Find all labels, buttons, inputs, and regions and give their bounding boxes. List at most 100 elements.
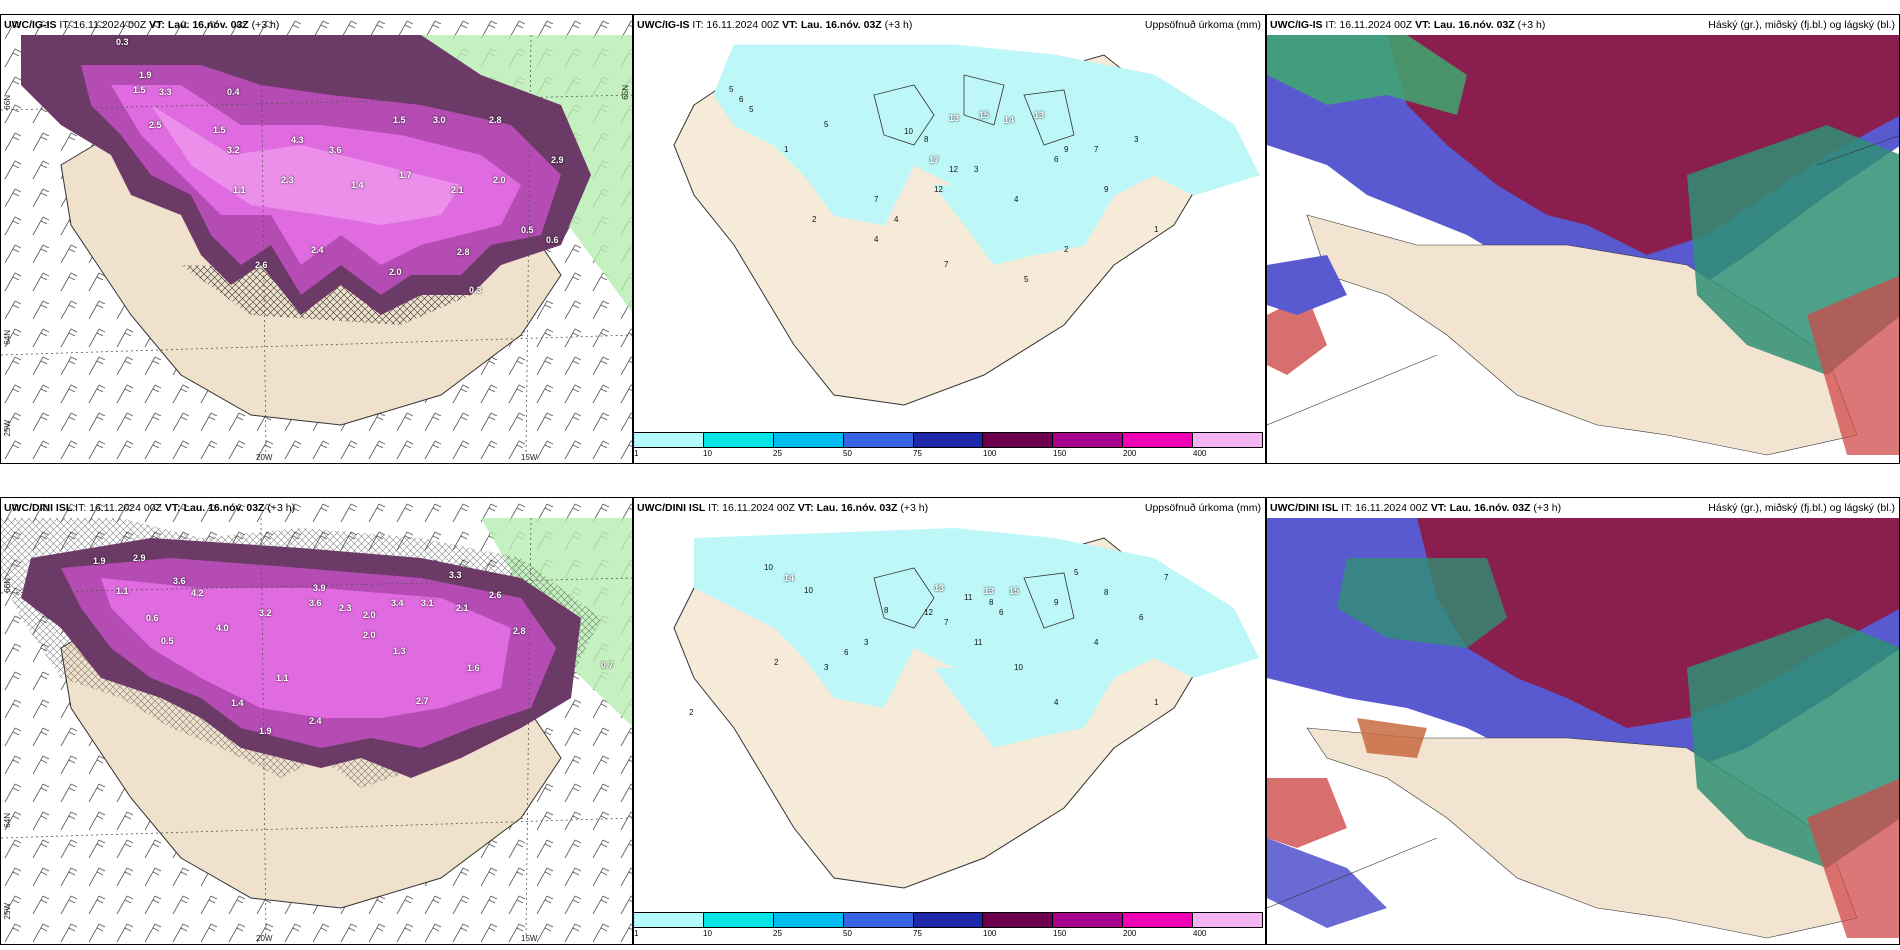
legend-tick: 50 [843,929,852,938]
panel-header: UWC/IG-IS IT: 16.11.2024 00Z VT: Lau. 16… [4,19,280,31]
panel-header: UWC/IG-IS IT: 16.11.2024 00Z VT: Lau. 16… [1270,19,1895,31]
precip-label: 0.3 [116,37,129,47]
legend-swatch [913,433,984,447]
precip-label: 2.3 [339,603,352,613]
precip-label: 6 [1054,155,1059,164]
legend-tick: 150 [1053,929,1067,938]
map-accum-precip [673,44,1260,406]
precip-label: 6 [999,608,1004,617]
lat-label-right: 65N [621,85,630,100]
lon-label: 15W [521,453,538,462]
legend-swatch [1053,433,1124,447]
precip-label: 14 [784,573,795,583]
legend-tick: 75 [913,929,922,938]
precip-label: 5 [729,85,734,94]
legend-tick: 200 [1123,449,1137,458]
precip-label: 5 [1024,275,1029,284]
precip-label: 6 [844,648,849,657]
legend-tick: 100 [983,449,997,458]
precip-label: 1.9 [139,70,152,80]
lon-label: 15W [521,934,538,943]
precip-label: 4 [894,215,899,224]
legend-swatch [703,913,774,927]
legend-tick: 1 [634,929,639,938]
precip-label: 2.6 [255,260,268,270]
precip-label: 1.9 [93,556,106,566]
map-clouds [1267,518,1899,944]
precip-label: 2.5 [149,120,162,130]
panel-header: UWC/DINI ISL IT: 16.11.2024 00Z VT: Lau.… [1270,502,1895,514]
precip-label: 12 [934,185,943,194]
lon-label: 20W [256,934,273,943]
precip-label: 0.6 [146,613,159,623]
precip-label: 1 [1154,698,1159,707]
precip-label: 1.1 [276,673,289,683]
legend-tick: 400 [1193,449,1207,458]
precip-label: 0.5 [521,225,534,235]
precip-label: 10 [1014,663,1023,672]
precip-label: 9 [1104,185,1109,194]
precip-label: 2 [812,215,817,224]
legend-tick: 150 [1053,449,1067,458]
precip-label: 2.0 [363,610,376,620]
precip-label: 3 [974,165,979,174]
precip-label: 1.9 [259,726,272,736]
precip-label: 10 [764,563,773,572]
precip-label: 0.4 [227,87,240,97]
legend-swatch [634,913,704,927]
map-clouds [1267,35,1899,463]
precip-label: 3.4 [391,598,404,608]
legend-swatch [773,433,844,447]
precip-label: 3.2 [259,608,272,618]
panel-top-left-precip-wind: UWC/IG-IS IT: 16.11.2024 00Z VT: Lau. 16… [0,14,633,464]
precip-label: 6 [1139,613,1144,622]
map-wind-precip [1,498,632,944]
precip-label: 4.2 [191,588,204,598]
legend-swatch [1123,433,1194,447]
precip-label: 9 [1064,145,1069,154]
precip-label: 5 [1074,568,1079,577]
precip-label: 15 [1009,586,1020,596]
legend-swatch [983,433,1054,447]
precip-label: 1.5 [393,115,406,125]
legend-tick: 200 [1123,929,1137,938]
precip-label: 1.4 [351,180,364,190]
legend-tick: 25 [773,929,782,938]
precip-label: 7 [944,618,949,627]
lat-label: 66N [3,578,12,593]
lat-label: 25W [3,903,12,920]
map-accum-precip [673,528,1259,889]
map-wind-precip [1,15,632,463]
legend-tick: 10 [703,929,712,938]
precip-label: 0.7 [601,660,614,670]
precip-label: 13 [949,113,960,123]
legend-swatch [773,913,844,927]
panel-bot-left-precip-wind: UWC/DINI ISL IT: 16.11.2024 00Z VT: Lau.… [0,497,633,945]
precip-label: 4 [874,235,879,244]
legend-color-bar [633,432,1263,448]
precip-label: 3.6 [309,598,322,608]
precip-label: 2.4 [309,716,322,726]
legend-tick: 75 [913,449,922,458]
precip-label: 3.6 [329,145,342,155]
legend-tick: 400 [1193,929,1207,938]
precip-label: 1.1 [116,586,129,596]
precip-label: 2.3 [281,175,294,185]
precip-label: 2.8 [513,626,526,636]
panel-top-right-clouds: UWC/IG-IS IT: 16.11.2024 00Z VT: Lau. 16… [1266,14,1900,464]
precip-label: 1.1 [233,185,246,195]
panel-header: UWC/IG-IS IT: 16.11.2024 00Z VT: Lau. 16… [637,19,1261,31]
precip-label: 2.1 [456,603,469,613]
precip-label: 0.3 [469,285,482,295]
panel-top-mid-accum-precip: UWC/IG-IS IT: 16.11.2024 00Z VT: Lau. 16… [633,14,1266,464]
precip-label: 5 [824,120,829,129]
legend-tick: 50 [843,449,852,458]
precip-label: 2 [1064,245,1069,254]
precip-label: 4 [1054,698,1059,707]
precip-label: 2.0 [493,175,506,185]
lat-label: 66N [3,95,12,110]
legend-bottom: 1 10 25 50 75 100 150 200 400 [633,912,1263,942]
precip-label: 1.3 [393,646,406,656]
legend-swatch [1123,913,1194,927]
panel-bot-mid-accum-precip: UWC/DINI ISL IT: 16.11.2024 00Z VT: Lau.… [633,497,1266,945]
